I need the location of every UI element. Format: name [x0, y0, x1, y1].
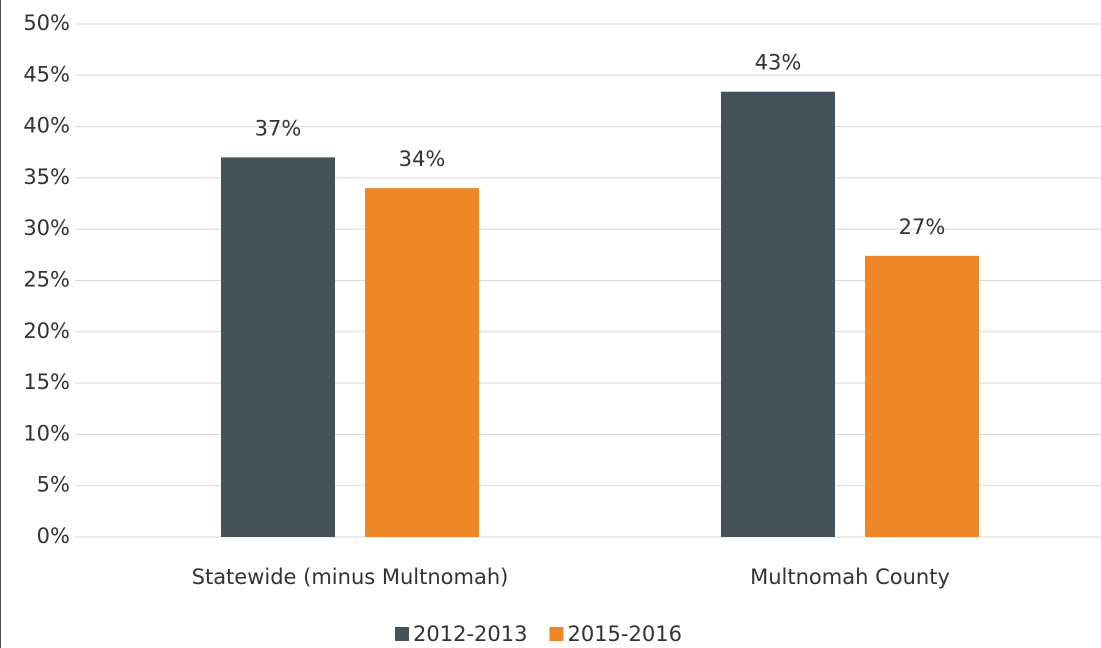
bar — [721, 91, 835, 537]
bar — [865, 255, 979, 537]
y-tick-label: 50% — [23, 11, 70, 35]
y-tick-label: 15% — [23, 370, 70, 394]
y-tick-label: 45% — [23, 62, 70, 86]
data-label: 27% — [899, 215, 946, 239]
data-label: 37% — [255, 116, 302, 140]
legend-swatch — [549, 627, 564, 641]
y-tick-label: 20% — [23, 319, 70, 343]
data-label: 43% — [755, 51, 802, 75]
legend-label: 2012-2013 — [413, 622, 527, 646]
bar — [365, 188, 479, 537]
x-tick-label: Statewide (minus Multnomah) — [192, 565, 509, 589]
y-tick-label: 5% — [37, 473, 70, 497]
bar — [221, 157, 335, 537]
y-tick-label: 25% — [23, 268, 70, 292]
y-tick-label: 30% — [23, 216, 70, 240]
x-tick-label: Multnomah County — [750, 565, 950, 589]
y-tick-label: 0% — [37, 524, 70, 548]
data-label: 34% — [399, 147, 446, 171]
legend-label: 2015-2016 — [567, 622, 681, 646]
y-tick-label: 40% — [23, 114, 70, 138]
y-tick-label: 35% — [23, 165, 70, 189]
y-tick-label: 10% — [23, 421, 70, 445]
legend-swatch — [395, 627, 409, 641]
